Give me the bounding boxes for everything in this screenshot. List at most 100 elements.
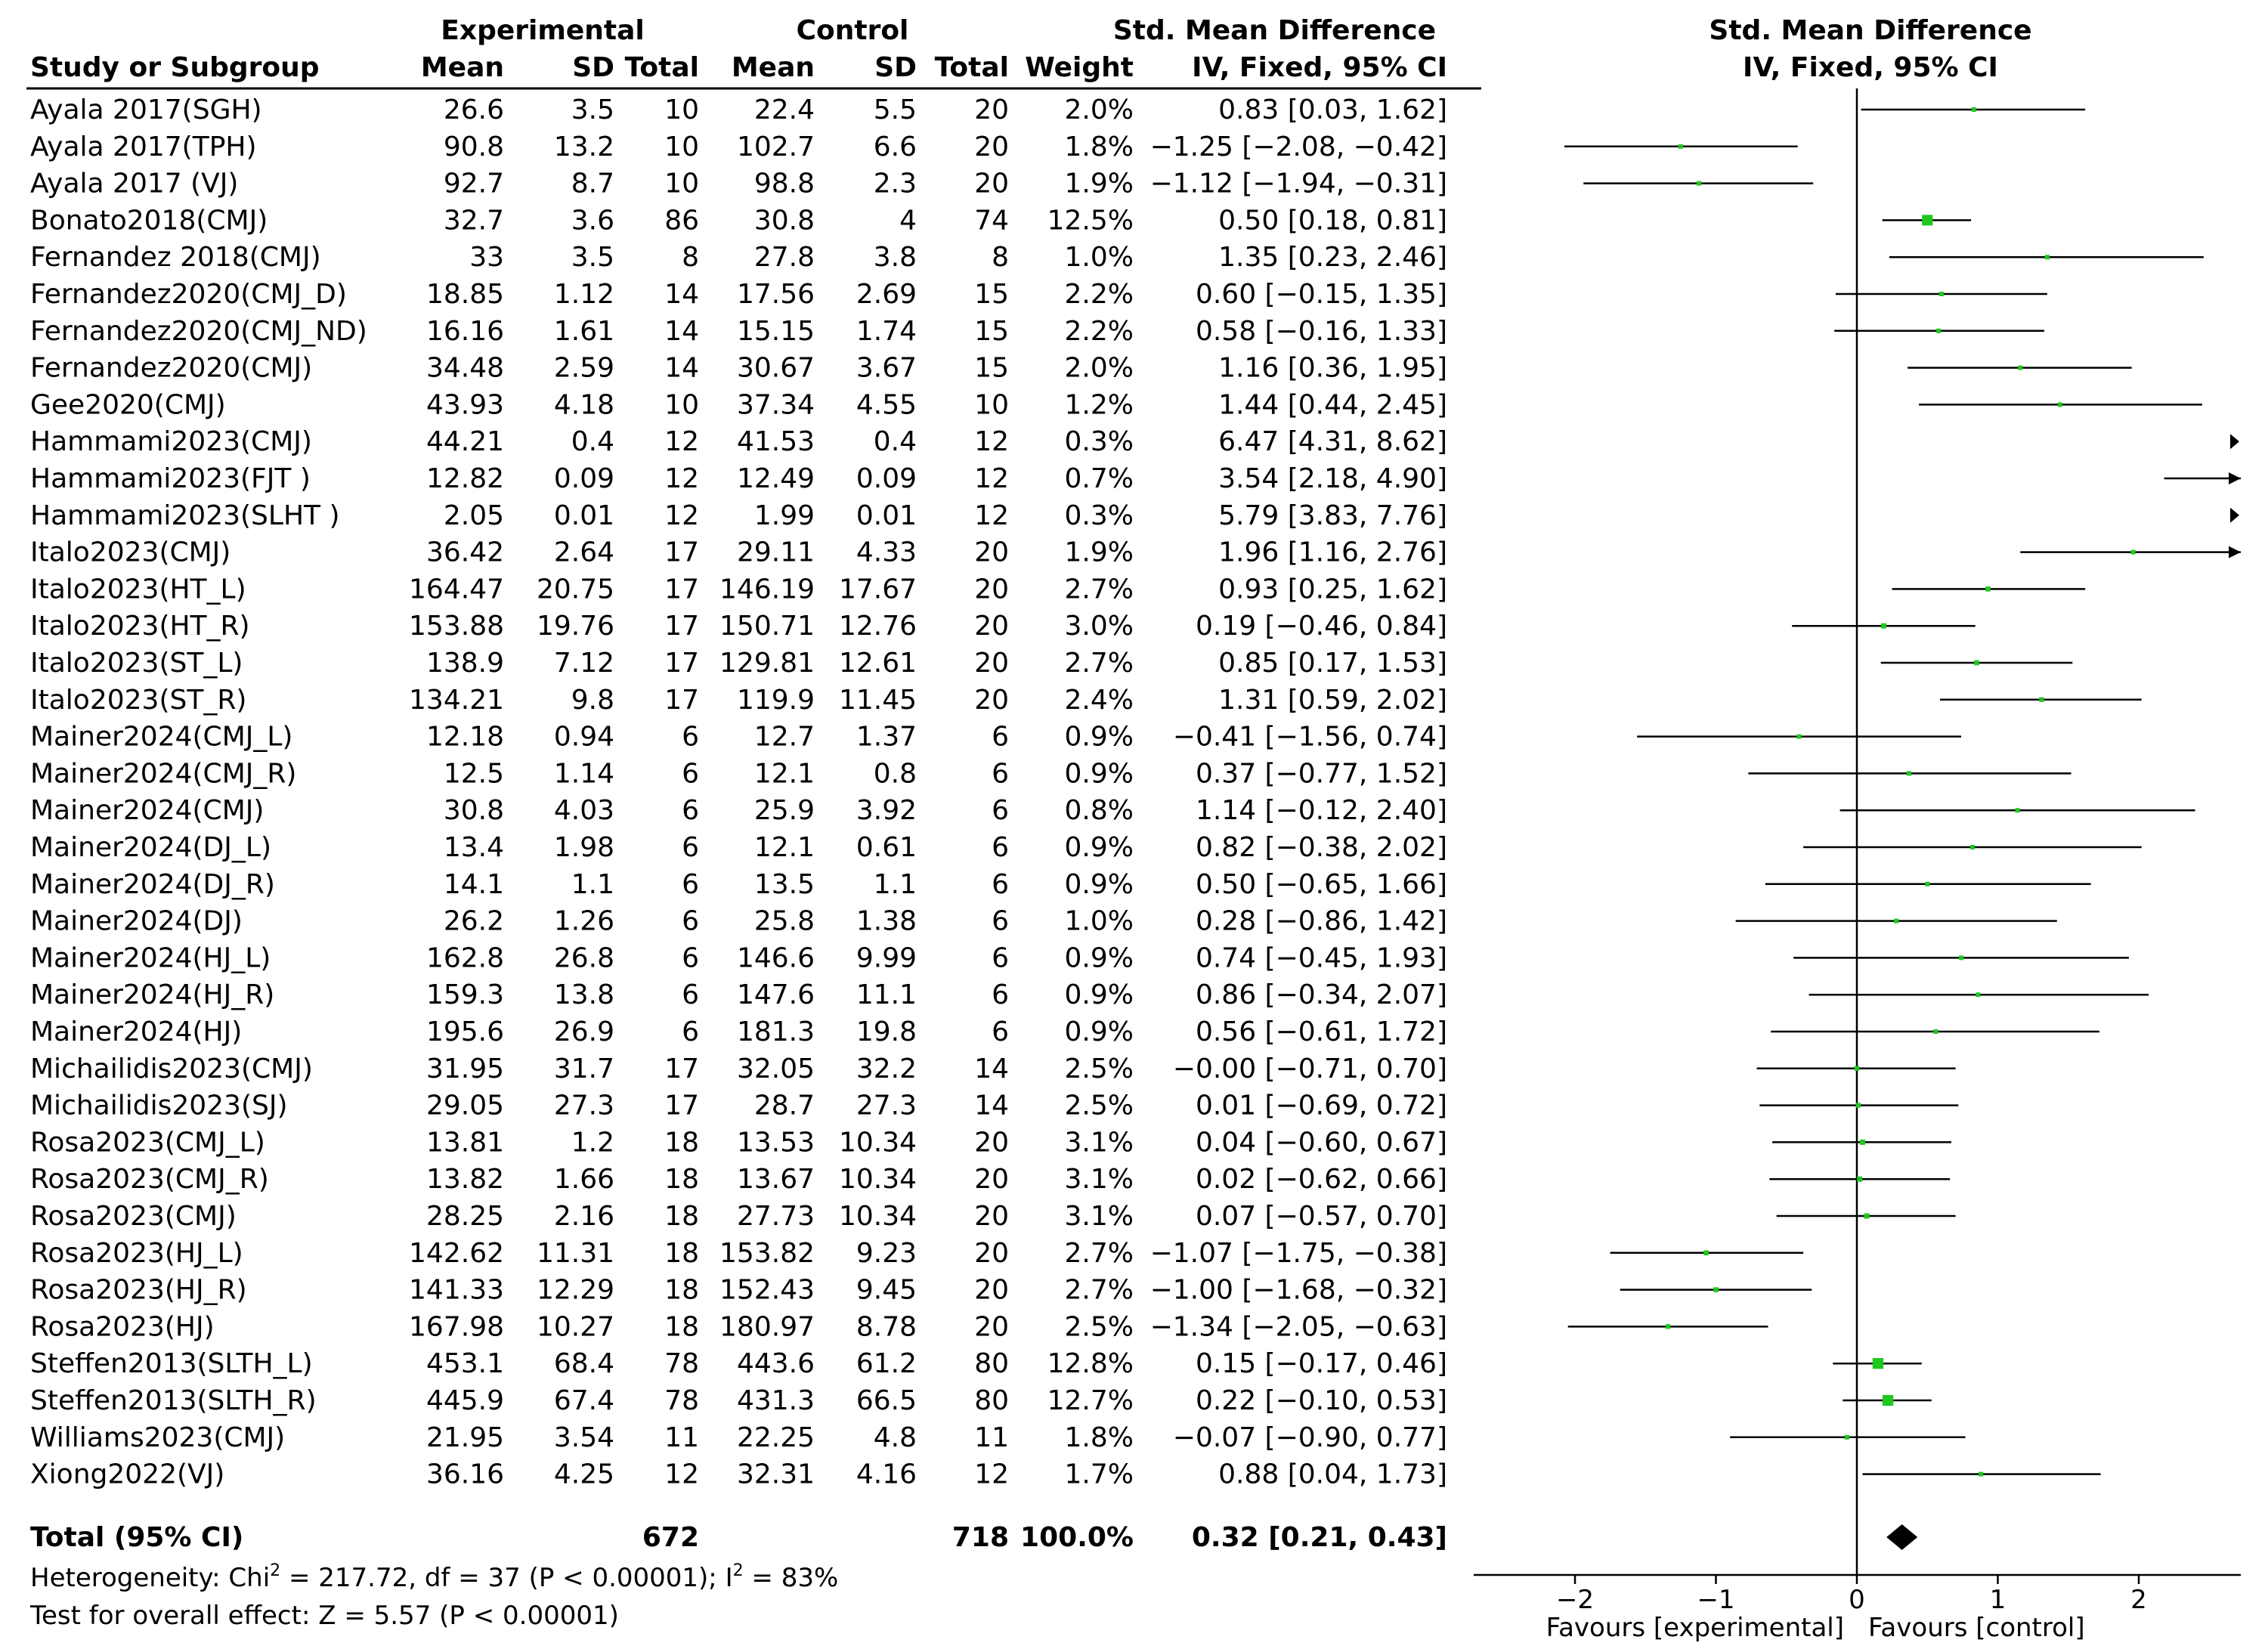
ctl-total: 11 [974,1422,1009,1453]
ctl-total: 20 [974,94,1009,125]
ctl-total: 6 [992,832,1009,863]
ctl-sd: 0.8 [874,758,917,789]
study-estimate [1637,734,1961,739]
study-name: Ayala 2017 (VJ) [30,169,238,200]
study-estimate [2230,507,2239,523]
exp-total: 86 [664,205,699,236]
smd-ci: 1.14 [−0.12, 2.40] [1196,795,1447,826]
weight: 1.2% [1065,389,1134,420]
ctl-total: 20 [974,1275,1009,1306]
study-estimate [2020,546,2241,558]
header-study: Study or Subgroup [30,52,320,83]
total-label: Total (95% CI) [30,1522,243,1553]
total-weight: 100.0% [1020,1522,1134,1553]
x-tick-label: 1 [1990,1585,2007,1615]
exp-sd: 27.3 [554,1091,614,1122]
effect-square [1969,845,1975,849]
weight: 0.9% [1065,979,1134,1010]
exp-sd: 68.4 [554,1348,614,1379]
ctl-mean: 146.19 [719,574,815,605]
smd-ci: 0.88 [0.04, 1.73] [1218,1459,1447,1490]
exp-sd: 3.5 [571,94,614,125]
smd-ci: 0.85 [0.17, 1.53] [1218,648,1447,679]
header-exp-mean: Mean [421,52,504,83]
exp-sd: 1.26 [554,906,614,937]
ctl-total: 20 [974,611,1009,642]
weight: 1.0% [1065,242,1134,273]
study-estimate [1730,1434,1966,1440]
weight: 1.9% [1065,537,1134,568]
exp-mean: 30.8 [444,795,504,826]
ctl-sd: 4.8 [874,1422,917,1453]
study-name: Mainer2024(CMJ) [30,795,264,826]
exp-total: 6 [682,832,699,863]
weight: 2.7% [1065,1275,1134,1306]
exp-total: 14 [664,279,699,310]
ci-overflow-arrow [2230,507,2239,523]
effect-square [2018,365,2023,370]
ctl-mean: 27.8 [754,242,815,273]
exp-sd: 12.29 [537,1275,614,1306]
smd-ci: 1.35 [0.23, 2.46] [1218,242,1447,273]
exp-mean: 134.21 [409,685,504,716]
exp-mean: 142.62 [409,1238,504,1269]
ctl-sd: 5.5 [874,94,917,125]
ctl-total: 20 [974,131,1009,162]
effect-square [1881,623,1886,629]
table-row: Williams2023(CMJ) 21.95 3.54 11 22.25 4.8 11 1.… [30,1422,1447,1453]
exp-sd: 7.12 [554,648,614,679]
table-row: Rosa2023(HJ_L) 142.62 11.31 18 153.82 9.23 20 2… [30,1238,1447,1269]
smd-ci: 0.74 [−0.45, 1.93] [1196,942,1447,973]
smd-ci: 0.19 [−0.46, 0.84] [1196,611,1447,642]
exp-total: 6 [682,869,699,900]
smd-ci: 0.37 [−0.77, 1.52] [1196,758,1447,789]
smd-ci: 0.93 [0.25, 1.62] [1218,574,1447,605]
ctl-sd: 0.4 [874,426,917,457]
effect-square [1844,1434,1849,1440]
ctl-total: 6 [992,869,1009,900]
exp-sd: 11.31 [537,1238,614,1269]
smd-ci: 0.60 [−0.15, 1.35] [1196,279,1447,310]
study-name: Mainer2024(DJ) [30,906,243,937]
exp-mean: 195.6 [426,1016,504,1047]
exp-total: 6 [682,758,699,789]
study-estimate [1765,881,2091,886]
study-name: Rosa2023(CMJ) [30,1201,237,1232]
ctl-sd: 32.2 [856,1053,917,1084]
ctl-sd: 0.09 [856,463,917,494]
study-estimate [1892,586,2086,592]
header-ctl-sd: SD [874,52,917,83]
effect-square [1854,1066,1860,1071]
study-name: Xiong2022(VJ) [30,1459,224,1490]
weight: 3.0% [1065,611,1134,642]
weight: 12.5% [1047,205,1134,236]
table-row: Mainer2024(HJ_R) 159.3 13.8 6 147.6 11.1 6 0.9%… [30,979,1447,1010]
ctl-mean: 32.05 [737,1053,815,1084]
exp-mean: 18.85 [426,279,504,310]
ctl-sd: 11.1 [856,979,917,1010]
ctl-mean: 1.99 [754,500,815,531]
effect-square [2044,255,2050,260]
effect-square [1697,181,1702,186]
favours-control-label: Favours [control] [1868,1613,2085,1643]
study-estimate [1756,1066,1956,1071]
exp-mean: 13.4 [444,832,504,863]
ctl-mean: 25.9 [754,795,815,826]
ctl-mean: 12.1 [754,758,815,789]
ctl-total: 74 [974,205,1009,236]
ci-overflow-arrow [2229,472,2241,484]
exp-sd: 1.2 [571,1127,614,1158]
table-row: Ayala 2017 (VJ) 92.7 8.7 10 98.8 2.3 20 1.9% −1.… [30,169,1447,200]
study-estimate [1809,992,2149,998]
effect-square [2015,808,2020,813]
effect-square [1971,107,1976,112]
ctl-mean: 98.8 [754,169,815,200]
ctl-sd: 4.33 [856,537,917,568]
ctl-mean: 17.56 [737,279,815,310]
effect-square [1985,586,1991,592]
ctl-mean: 41.53 [737,426,815,457]
ctl-total: 15 [974,316,1009,347]
ctl-total: 20 [974,574,1009,605]
total-ctl-n: 718 [952,1522,1009,1553]
exp-sd: 8.7 [571,169,614,200]
